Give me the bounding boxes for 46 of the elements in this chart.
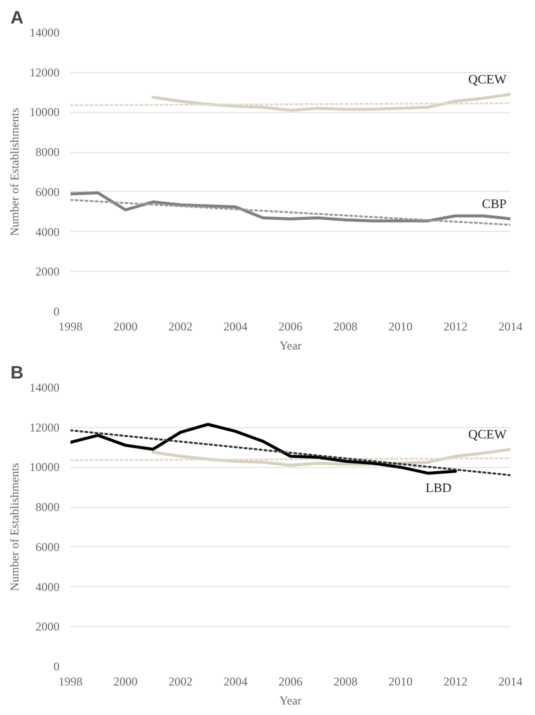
chart-title: A [10,8,24,28]
x-tick-label: 2014 [498,320,522,334]
series-label: CBP [482,196,507,211]
y-axis-title: Number of Establishments [8,462,22,591]
y-tick-label: 0 [54,304,60,318]
series-label: LBD [426,480,452,496]
line-series [70,191,510,222]
x-axis-title: Year [279,338,302,352]
y-tick-label: 6000 [36,184,60,199]
y-tick-label: 4000 [36,224,60,239]
x-tick-label: 2000 [114,320,138,334]
y-tick-label: 10000 [30,460,60,474]
y-tick-label: 6000 [36,540,60,554]
x-tick-label: 2008 [334,674,358,688]
y-tick-label: 14000 [30,26,60,40]
y-axis-title: Number of Establishments [8,108,22,236]
x-tick-label: 2002 [168,320,192,334]
x-tick-label: 2014 [498,674,522,688]
series-label: QCEW [468,71,508,86]
y-tick-label: 4000 [36,580,60,594]
x-tick-label: 2010 [388,320,412,334]
x-tick-label: 2012 [444,320,468,334]
x-tick-label: 2012 [444,674,468,688]
y-tick-label: 2000 [36,620,60,634]
y-tick-label: 8000 [36,145,60,160]
series-label: QCEW [468,426,508,442]
x-tick-label: 2010 [388,674,412,688]
line-series [70,422,457,475]
y-tick-label: 2000 [36,264,60,279]
y-tick-label: 0 [54,660,60,674]
x-tick-label: 2008 [334,320,358,334]
x-tick-label: 2004 [224,320,248,334]
y-tick-label: 12000 [30,65,60,80]
x-axis-title: Year [279,694,302,708]
y-tick-label: 10000 [30,105,60,120]
x-tick-label: 1998 [58,674,82,688]
x-tick-label: 2004 [224,674,248,688]
x-tick-label: 2006 [278,674,302,688]
x-tick-label: 2006 [278,320,302,334]
y-tick-label: 14000 [30,380,60,394]
chart-title: B [10,362,24,382]
x-tick-label: 1998 [58,320,82,334]
x-tick-label: 2000 [114,674,138,688]
y-tick-label: 12000 [30,420,60,434]
x-tick-label: 2002 [168,674,192,688]
y-tick-label: 8000 [36,500,60,514]
